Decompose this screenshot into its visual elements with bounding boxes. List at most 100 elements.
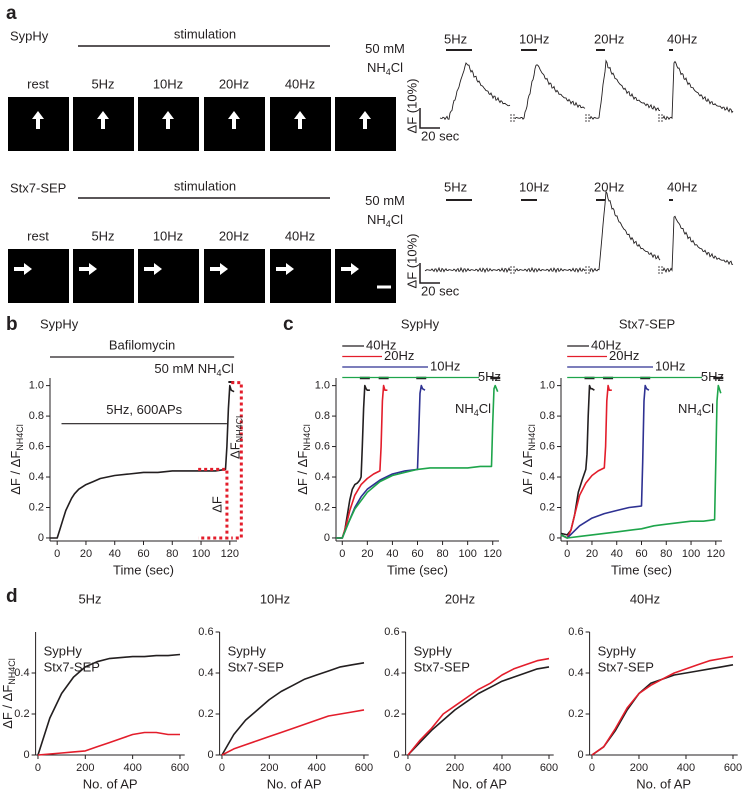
trace bbox=[662, 60, 734, 121]
x-tick-label: 40 bbox=[611, 548, 623, 560]
y-axis-label: ΔF / ΔFNH4Cl bbox=[8, 424, 25, 495]
delta-f-nh4cl-bracket bbox=[231, 381, 243, 540]
scale-x-label: 20 sec bbox=[421, 128, 460, 143]
x-tick-label: 120 bbox=[221, 548, 239, 560]
trace-label: 20Hz bbox=[594, 31, 624, 46]
legend-label: 20Hz bbox=[609, 348, 639, 363]
y-tick-label: 0.4 bbox=[540, 471, 555, 483]
x-tick-label: 200 bbox=[260, 762, 278, 774]
y-tick-label: 0.2 bbox=[315, 501, 330, 513]
delta-f-bracket bbox=[198, 467, 229, 540]
image-label: rest bbox=[27, 76, 49, 91]
x-tick-label: 0 bbox=[564, 548, 570, 560]
y-tick-label: 0.6 bbox=[198, 626, 213, 638]
x-tick-label: 200 bbox=[76, 762, 94, 774]
legend-label: Stx7-SEP bbox=[414, 659, 470, 674]
y-axis-label: ΔF / ΔFNH4Cl bbox=[520, 424, 537, 495]
y-axis-label-part: NH4Cl bbox=[7, 658, 17, 685]
legend-label: Stx7-SEP bbox=[44, 659, 100, 674]
legend-label: 5Hz bbox=[478, 369, 501, 384]
arrow bbox=[210, 263, 228, 275]
x-tick-label: 40 bbox=[386, 548, 398, 560]
image-label: 10Hz bbox=[153, 228, 183, 243]
x-tick-label: 120 bbox=[707, 548, 725, 560]
break-mark bbox=[585, 114, 590, 122]
y-tick-label: 0 bbox=[549, 532, 555, 544]
nh4cl-part: 4 bbox=[386, 219, 391, 229]
x-tick-label: 40 bbox=[109, 548, 121, 560]
chart-title: SypHy bbox=[401, 316, 440, 331]
y-axis-label: ΔF / ΔFNH4Cl bbox=[295, 424, 312, 495]
row-name: Stx7-SEP bbox=[10, 180, 66, 195]
y-tick-label: 0.6 bbox=[568, 626, 583, 638]
x-tick-label: 0 bbox=[54, 548, 60, 560]
nh4cl-label: 50 mM NH4Cl bbox=[154, 361, 234, 378]
y-tick-label: 0.4 bbox=[315, 471, 330, 483]
x-axis-label: Time (sec) bbox=[611, 562, 672, 577]
x-tick-label: 600 bbox=[355, 762, 373, 774]
y-axis-label-part: ΔF / ΔF bbox=[8, 451, 23, 495]
data-line bbox=[560, 384, 612, 539]
nh4cl-part: 50 mM bbox=[365, 193, 405, 208]
arrow bbox=[294, 111, 306, 129]
nh4cl-part: 4 bbox=[386, 67, 391, 77]
x-tick-label: 60 bbox=[137, 548, 149, 560]
data-line bbox=[336, 384, 499, 539]
x-tick-label: 60 bbox=[411, 548, 423, 560]
x-axis-label: No. of AP bbox=[267, 776, 322, 791]
trace bbox=[589, 59, 661, 120]
data-line bbox=[591, 655, 734, 756]
scale-bar bbox=[419, 263, 440, 284]
nh4cl-label-part: NH bbox=[455, 401, 474, 416]
y-tick-label: 0.6 bbox=[315, 440, 330, 452]
arrow bbox=[79, 263, 97, 275]
x-axis-label: Time (sec) bbox=[387, 562, 448, 577]
x-tick-label: 20 bbox=[361, 548, 373, 560]
trace bbox=[514, 64, 586, 120]
nh4cl-part: Cl bbox=[391, 60, 403, 75]
y-tick-label: 0.2 bbox=[198, 708, 213, 720]
stimulation-label: stimulation bbox=[174, 26, 236, 41]
arrow bbox=[97, 111, 109, 129]
x-tick-label: 400 bbox=[123, 762, 141, 774]
x-tick-label: 600 bbox=[724, 762, 742, 774]
y-axis-label-part: NH4Cl bbox=[15, 424, 25, 451]
scale-y-label: ΔF (10%) bbox=[404, 234, 419, 289]
trace-label: 40Hz bbox=[667, 179, 697, 194]
data-line bbox=[336, 384, 370, 539]
trace bbox=[514, 266, 586, 274]
legend-label: SypHy bbox=[44, 643, 83, 658]
nh4cl-label-part: 4 bbox=[474, 408, 479, 418]
y-tick-label: 0.2 bbox=[384, 708, 399, 720]
x-tick-label: 600 bbox=[540, 762, 558, 774]
scale-bar bbox=[419, 108, 440, 129]
x-tick-label: 100 bbox=[682, 548, 700, 560]
scale-x-label: 20 sec bbox=[421, 283, 460, 298]
panel-label: c bbox=[283, 314, 294, 335]
arrow bbox=[341, 263, 359, 275]
arrow bbox=[276, 263, 294, 275]
arrow bbox=[144, 263, 162, 275]
x-tick-label: 200 bbox=[630, 762, 648, 774]
micrograph bbox=[138, 249, 199, 303]
legend-label: 10Hz bbox=[655, 358, 685, 373]
micrograph bbox=[204, 249, 265, 303]
chart-title: 20Hz bbox=[445, 591, 475, 606]
drug-label: Bafilomycin bbox=[109, 337, 175, 352]
nh4cl-label-part: Cl bbox=[222, 361, 234, 376]
legend-label: SypHy bbox=[598, 643, 637, 658]
nh4cl-label: NH4Cl bbox=[367, 60, 403, 77]
legend-label: SypHy bbox=[228, 643, 267, 658]
delta-f-label: ΔF bbox=[210, 496, 225, 513]
image-label: 20Hz bbox=[219, 228, 249, 243]
data-line bbox=[37, 653, 181, 756]
x-tick-label: 80 bbox=[166, 548, 178, 560]
y-tick-label: 0.4 bbox=[568, 667, 583, 679]
data-line bbox=[560, 384, 650, 539]
x-tick-label: 400 bbox=[307, 762, 325, 774]
micrograph bbox=[270, 249, 331, 303]
x-tick-label: 20 bbox=[586, 548, 598, 560]
y-tick-label: 0.4 bbox=[14, 667, 29, 679]
y-axis-label-part: ΔF / ΔF bbox=[520, 451, 535, 495]
